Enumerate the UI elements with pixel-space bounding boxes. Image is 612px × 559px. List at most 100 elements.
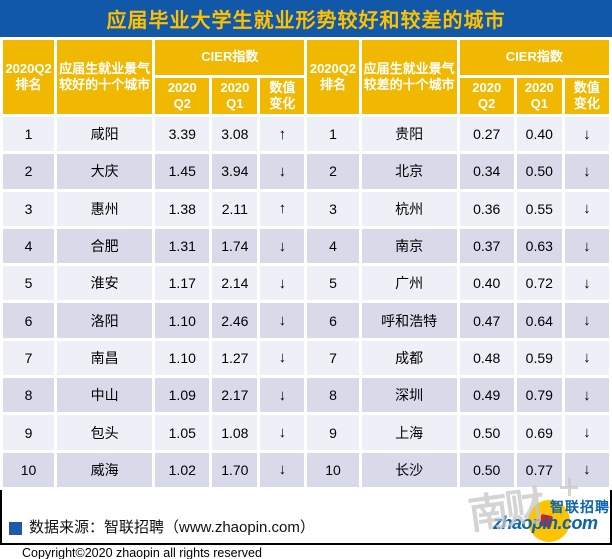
city-cell: 北京 — [361, 154, 457, 189]
header-row-sub: 2020 Q2 2020 Q1 数值 变化 2020 Q2 2020 Q1 数值… — [3, 78, 609, 114]
col-header-cier-bad: CIER指数 — [459, 40, 609, 75]
col-header-rank-good: 2020Q2 排名 — [3, 40, 55, 114]
table-header: 2020Q2 排名 应届生就业景气 较好的十个城市 CIER指数 2020Q2 … — [3, 40, 609, 114]
subheader-change-good: 数值 变化 — [260, 78, 305, 114]
rank-cell: 3 — [3, 191, 55, 226]
table-row: 6 洛阳 1.10 2.46 ↓ 6 呼和浩特 0.47 0.64 ↓ — [3, 303, 609, 338]
change-arrow-cell: ↓ — [260, 228, 305, 264]
q1-value-cell: 2.17 — [212, 378, 258, 413]
table-row: 1 咸阳 3.39 3.08 ↑ 1 贵阳 0.27 0.40 ↓ — [3, 117, 609, 152]
table-row: 4 合肥 1.31 1.74 ↓ 4 南京 0.37 0.63 ↓ — [3, 228, 609, 264]
city-cell: 淮安 — [57, 266, 153, 301]
city-cell: 咸阳 — [57, 117, 153, 152]
col-header-cier-good: CIER指数 — [155, 40, 305, 75]
city-cell: 贵阳 — [361, 117, 457, 152]
q2-value-cell: 1.45 — [155, 154, 210, 189]
change-arrow-cell: ↓ — [564, 340, 609, 376]
q2-value-cell: 1.09 — [155, 378, 210, 413]
header-row-top: 2020Q2 排名 应届生就业景气 较好的十个城市 CIER指数 2020Q2 … — [3, 40, 609, 114]
city-cell: 惠州 — [57, 191, 153, 226]
city-cell: 广州 — [361, 266, 457, 301]
rankings-table: 2020Q2 排名 应届生就业景气 较好的十个城市 CIER指数 2020Q2 … — [0, 37, 612, 490]
q2-value-cell: 1.31 — [155, 228, 210, 264]
subheader-q1-good: 2020 Q1 — [212, 78, 258, 114]
change-arrow-cell: ↓ — [564, 266, 609, 301]
change-arrow-cell: ↓ — [564, 228, 609, 264]
q1-value-cell: 0.55 — [516, 191, 562, 226]
rank-cell: 6 — [307, 303, 359, 338]
logo-cn-text: 智联招聘 — [550, 499, 610, 515]
rank-cell: 8 — [3, 378, 55, 413]
city-cell: 南昌 — [57, 340, 153, 376]
subheader-q2-bad: 2020 Q2 — [459, 78, 514, 114]
rank-cell: 1 — [3, 117, 55, 152]
q2-value-cell: 1.17 — [155, 266, 210, 301]
q1-value-cell: 0.69 — [516, 415, 562, 450]
subheader-q2-good: 2020 Q2 — [155, 78, 210, 114]
q1-value-cell: 1.27 — [212, 340, 258, 376]
city-cell: 南京 — [361, 228, 457, 264]
change-arrow-cell: ↑ — [260, 191, 305, 226]
table-row: 3 惠州 1.38 2.11 ↑ 3 杭州 0.36 0.55 ↓ — [3, 191, 609, 226]
city-cell: 上海 — [361, 415, 457, 450]
source-bullet-icon — [9, 522, 22, 535]
subheader-change-bad: 数值 变化 — [564, 78, 609, 114]
q1-value-cell: 2.14 — [212, 266, 258, 301]
rank-cell: 2 — [3, 154, 55, 189]
city-cell: 合肥 — [57, 228, 153, 264]
city-cell: 大庆 — [57, 154, 153, 189]
change-arrow-cell: ↓ — [260, 303, 305, 338]
q1-value-cell: 0.40 — [516, 117, 562, 152]
q2-value-cell: 1.10 — [155, 303, 210, 338]
q2-value-cell: 0.40 — [459, 266, 514, 301]
q1-value-cell: 0.77 — [516, 452, 562, 487]
zhaopin-logo: 智联招聘 zhaopin.com — [478, 490, 610, 542]
q2-value-cell: 0.50 — [459, 415, 514, 450]
q1-value-cell: 3.94 — [212, 154, 258, 189]
q1-value-cell: 2.46 — [212, 303, 258, 338]
rank-cell: 10 — [307, 452, 359, 487]
source-strip: 数据来源：智联招聘（www.zhaopin.com） — [0, 490, 612, 545]
q1-value-cell: 0.50 — [516, 154, 562, 189]
q2-value-cell: 0.37 — [459, 228, 514, 264]
q2-value-cell: 0.27 — [459, 117, 514, 152]
city-cell: 成都 — [361, 340, 457, 376]
q1-value-cell: 3.08 — [212, 117, 258, 152]
change-arrow-cell: ↓ — [564, 154, 609, 189]
city-cell: 杭州 — [361, 191, 457, 226]
rank-cell: 6 — [3, 303, 55, 338]
rank-cell: 2 — [307, 154, 359, 189]
subheader-q1-bad: 2020 Q1 — [516, 78, 562, 114]
q1-value-cell: 0.72 — [516, 266, 562, 301]
title-bar: 应届毕业大学生就业形势较好和较差的城市 — [0, 0, 612, 37]
rank-cell: 4 — [307, 228, 359, 264]
col-header-rank-bad: 2020Q2 排名 — [307, 40, 359, 114]
q1-value-cell: 1.74 — [212, 228, 258, 264]
q2-value-cell: 3.39 — [155, 117, 210, 152]
q2-value-cell: 0.48 — [459, 340, 514, 376]
rank-cell: 1 — [307, 117, 359, 152]
q1-value-cell: 0.63 — [516, 228, 562, 264]
q1-value-cell: 0.64 — [516, 303, 562, 338]
q2-value-cell: 0.50 — [459, 452, 514, 487]
q1-value-cell: 0.79 — [516, 378, 562, 413]
rank-cell: 5 — [307, 266, 359, 301]
q2-value-cell: 0.47 — [459, 303, 514, 338]
rank-cell: 7 — [3, 340, 55, 376]
change-arrow-cell: ↓ — [564, 303, 609, 338]
change-arrow-cell: ↓ — [260, 340, 305, 376]
city-cell: 威海 — [57, 452, 153, 487]
q2-value-cell: 1.38 — [155, 191, 210, 226]
q1-value-cell: 1.70 — [212, 452, 258, 487]
table-body: 1 咸阳 3.39 3.08 ↑ 1 贵阳 0.27 0.40 ↓ 2 大庆 1.45 3.94 ↓ 2 北京 0… — [3, 117, 609, 487]
change-arrow-cell: ↓ — [564, 415, 609, 450]
rank-cell: 9 — [3, 415, 55, 450]
copyright-line: Copyright©2020 zhaopin all rights reserv… — [22, 546, 262, 559]
q2-value-cell: 1.02 — [155, 452, 210, 487]
change-arrow-cell: ↓ — [260, 266, 305, 301]
change-arrow-cell: ↓ — [260, 378, 305, 413]
watermark-cross-icon — [560, 478, 578, 496]
city-cell: 中山 — [57, 378, 153, 413]
rank-cell: 8 — [307, 378, 359, 413]
